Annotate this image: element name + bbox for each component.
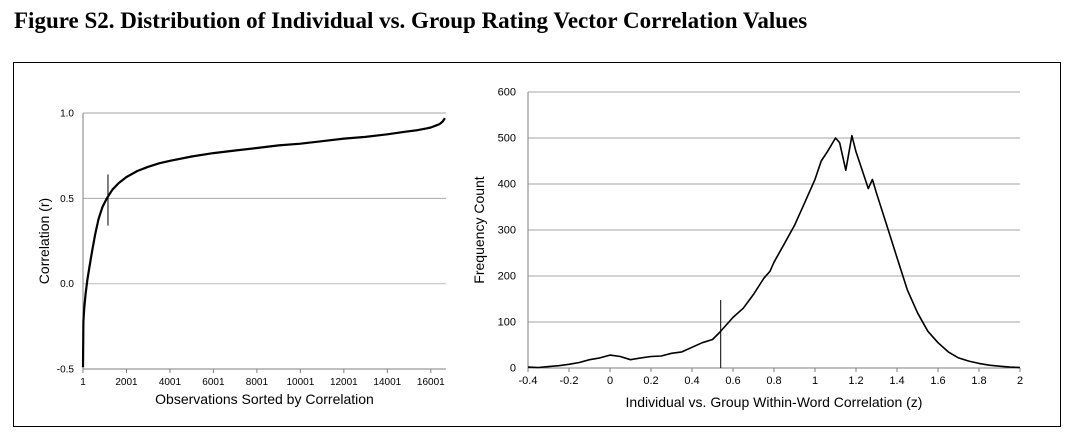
- x-tick-label: 1.2: [848, 375, 863, 387]
- y-tick-label: 0.0: [60, 279, 74, 290]
- x-tick-label: -0.2: [560, 375, 579, 387]
- x-tick-label: 0.2: [643, 375, 658, 387]
- x-tick-label: 0.8: [766, 375, 781, 387]
- x-tick-label: 14001: [373, 377, 401, 388]
- x-tick-label: 1.8: [971, 375, 986, 387]
- x-tick-label: 0: [607, 375, 613, 387]
- y-tick-label: 200: [498, 271, 516, 283]
- series-line: [81, 117, 446, 368]
- x-tick-label: 1.4: [889, 375, 904, 387]
- right-chart: 0 100 200 300 400 500 600 -0.4 -0.2 0 0.2 0.4 0.6 0.8…: [471, 87, 1023, 411]
- x-tick-label: 1: [80, 377, 86, 388]
- y-tick-label: 0: [510, 363, 516, 375]
- x-tick-label: 8001: [246, 377, 269, 388]
- x-tick-label: 16001: [417, 377, 445, 388]
- x-tick-label: 10001: [286, 377, 314, 388]
- x-tick-label: 4001: [159, 377, 182, 388]
- x-tick-label: 0.4: [684, 375, 699, 387]
- x-tick-label: -0.4: [519, 375, 538, 387]
- y-axis-title: Frequency Count: [471, 176, 487, 284]
- x-tick-label: 12001: [330, 377, 358, 388]
- y-tick-label: 600: [498, 87, 516, 99]
- x-tick-label: 2: [1017, 375, 1023, 387]
- x-axis-title: Individual vs. Group Within-Word Correla…: [626, 394, 923, 410]
- y-tick-label: -0.5: [57, 365, 75, 376]
- y-tick-label: 0.5: [60, 194, 74, 205]
- x-tick-label: 2001: [115, 377, 138, 388]
- x-tick-label: 0.6: [725, 375, 740, 387]
- x-axis-title: Observations Sorted by Correlation: [155, 391, 374, 407]
- left-chart: -0.50.00.51.01 2001 4001 6001 8001 10001 12001…: [36, 109, 446, 407]
- series-line: [527, 134, 1021, 369]
- x-tick-label: 1: [812, 375, 818, 387]
- y-tick-label: 100: [498, 317, 516, 329]
- y-axis-title: Correlation (r): [36, 198, 52, 284]
- y-tick-label: 300: [498, 225, 516, 237]
- figure-title: Figure S2. Distribution of Individual vs…: [14, 8, 808, 33]
- x-tick-label: 1.6: [930, 375, 945, 387]
- figure-frame: [13, 62, 1061, 427]
- y-tick-label: 500: [498, 133, 516, 145]
- x-tick-label: 6001: [202, 377, 225, 388]
- y-tick-label: 400: [498, 179, 516, 191]
- y-tick-label: 1.0: [60, 109, 74, 120]
